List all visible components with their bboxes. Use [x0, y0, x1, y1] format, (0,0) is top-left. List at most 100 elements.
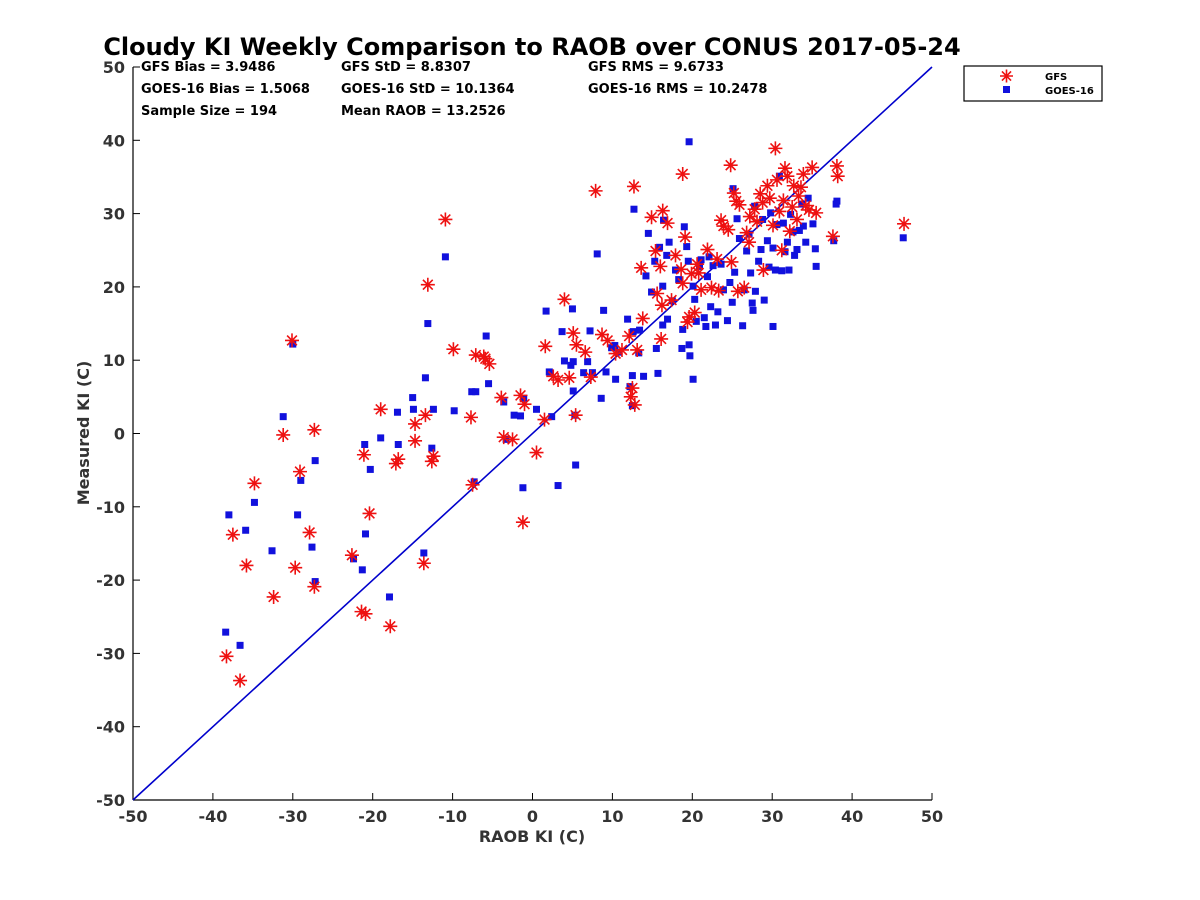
- goes-16-point: [751, 287, 759, 295]
- gfs-point: [710, 252, 725, 267]
- goes-16-point: [709, 262, 717, 270]
- gfs-point: [691, 265, 706, 280]
- goes-16-point: [517, 412, 525, 420]
- legend-gfs-label: GFS: [1045, 72, 1067, 83]
- gfs-point: [809, 205, 824, 220]
- y-tick-label: 50: [103, 58, 125, 77]
- goes-16-point: [358, 566, 366, 574]
- gfs-point: [776, 193, 791, 208]
- goes-16-point: [350, 555, 358, 563]
- gfs-point: [755, 195, 770, 210]
- gfs-point: [513, 388, 528, 403]
- gfs-point: [634, 260, 649, 275]
- goes-16-point: [665, 238, 673, 246]
- gfs-point: [465, 477, 480, 492]
- goes-16-point: [548, 413, 556, 421]
- gfs-point: [711, 283, 726, 298]
- gfs-point: [517, 397, 532, 412]
- goes-16-point: [686, 352, 694, 360]
- y-tick-label: 30: [103, 205, 125, 224]
- goes-16-point: [809, 220, 817, 228]
- gfs-point: [288, 560, 303, 575]
- chart-title: Cloudy KI Weekly Comparison to RAOB over…: [103, 33, 960, 61]
- goes-16-point: [811, 245, 819, 253]
- goes-16-point: [779, 219, 787, 227]
- goes-16-point: [799, 222, 807, 230]
- goes-16-point: [429, 405, 437, 413]
- gfs-point: [768, 141, 783, 156]
- goes-16-point: [394, 440, 402, 448]
- goes-16-point: [308, 543, 316, 551]
- gfs-point: [678, 230, 693, 245]
- goes-16-point: [707, 303, 715, 311]
- goes-16-point: [600, 306, 608, 314]
- one-to-one-reference-line: [132, 66, 933, 801]
- gfs-point: [714, 213, 729, 228]
- goes-16-point: [421, 374, 429, 382]
- goes-16-point: [482, 332, 490, 340]
- gfs-point: [383, 619, 398, 634]
- goes-16-point: [628, 372, 636, 380]
- goes-16-point: [757, 246, 765, 254]
- gfs-point: [478, 351, 493, 366]
- gfs-point: [724, 254, 739, 269]
- goes-16-point: [684, 257, 692, 265]
- goes-16-point: [664, 315, 672, 323]
- goes-16-point: [428, 444, 436, 452]
- goes-16-point: [711, 321, 719, 329]
- gfs-point: [654, 298, 669, 313]
- gfs-point: [675, 167, 690, 182]
- gfs-point: [463, 410, 478, 425]
- goes-16-point: [567, 361, 575, 369]
- goes-16-point: [705, 253, 713, 261]
- gfs-point: [829, 158, 844, 173]
- y-tick-label: 0: [114, 425, 125, 444]
- goes-16-point: [679, 325, 687, 333]
- goes-16-point: [612, 375, 620, 383]
- goes-16-point: [678, 344, 686, 352]
- gfs-point: [650, 286, 665, 301]
- goes-16-point: [572, 461, 580, 469]
- gfs-point: [760, 178, 775, 193]
- goes-16-point: [769, 244, 777, 252]
- gfs-point: [416, 556, 431, 571]
- goes-16-point: [760, 296, 768, 304]
- gfs-point: [583, 370, 598, 385]
- gfs-point: [595, 327, 610, 342]
- goes-16-point: [611, 342, 619, 350]
- gfs-point: [446, 342, 461, 357]
- gfs-point: [307, 579, 322, 594]
- gfs-point: [780, 169, 795, 184]
- legend-gfs-asterisk: [1000, 69, 1013, 83]
- gfs-point: [247, 476, 262, 491]
- gfs-point: [627, 397, 642, 412]
- gfs-point: [660, 216, 675, 231]
- goes-16-point: [366, 465, 374, 473]
- stat-gfs-rms: GFS RMS = 9.6733: [588, 60, 724, 75]
- stat-gfs-std: GFS StD = 8.8307: [341, 60, 471, 75]
- gfs-point: [687, 305, 702, 320]
- goes-16-point: [767, 209, 775, 217]
- goes-16-point: [785, 266, 793, 274]
- gfs-point: [796, 167, 811, 182]
- goes-16-point: [297, 476, 305, 484]
- gfs-point: [777, 161, 792, 176]
- goes-16-point: [569, 387, 577, 395]
- gfs-point: [515, 515, 530, 530]
- goes-16-point: [778, 267, 786, 275]
- goes-16-point: [519, 484, 527, 492]
- gfs-point: [529, 445, 544, 460]
- goes-16-point: [748, 299, 756, 307]
- gfs-point: [700, 242, 715, 257]
- goes-16-point: [759, 215, 767, 223]
- gfs-point: [233, 673, 248, 688]
- goes-16-point: [268, 547, 276, 555]
- gfs-point: [630, 342, 645, 357]
- goes-16-point: [683, 243, 691, 251]
- y-tick-label: -30: [96, 644, 125, 663]
- gfs-point: [494, 390, 509, 405]
- y-tick-label: -50: [96, 791, 125, 810]
- goes-16-point: [765, 263, 773, 271]
- stat-goes-bias: GOES-16 Bias = 1.5068: [141, 82, 310, 97]
- goes-16-point: [775, 172, 783, 180]
